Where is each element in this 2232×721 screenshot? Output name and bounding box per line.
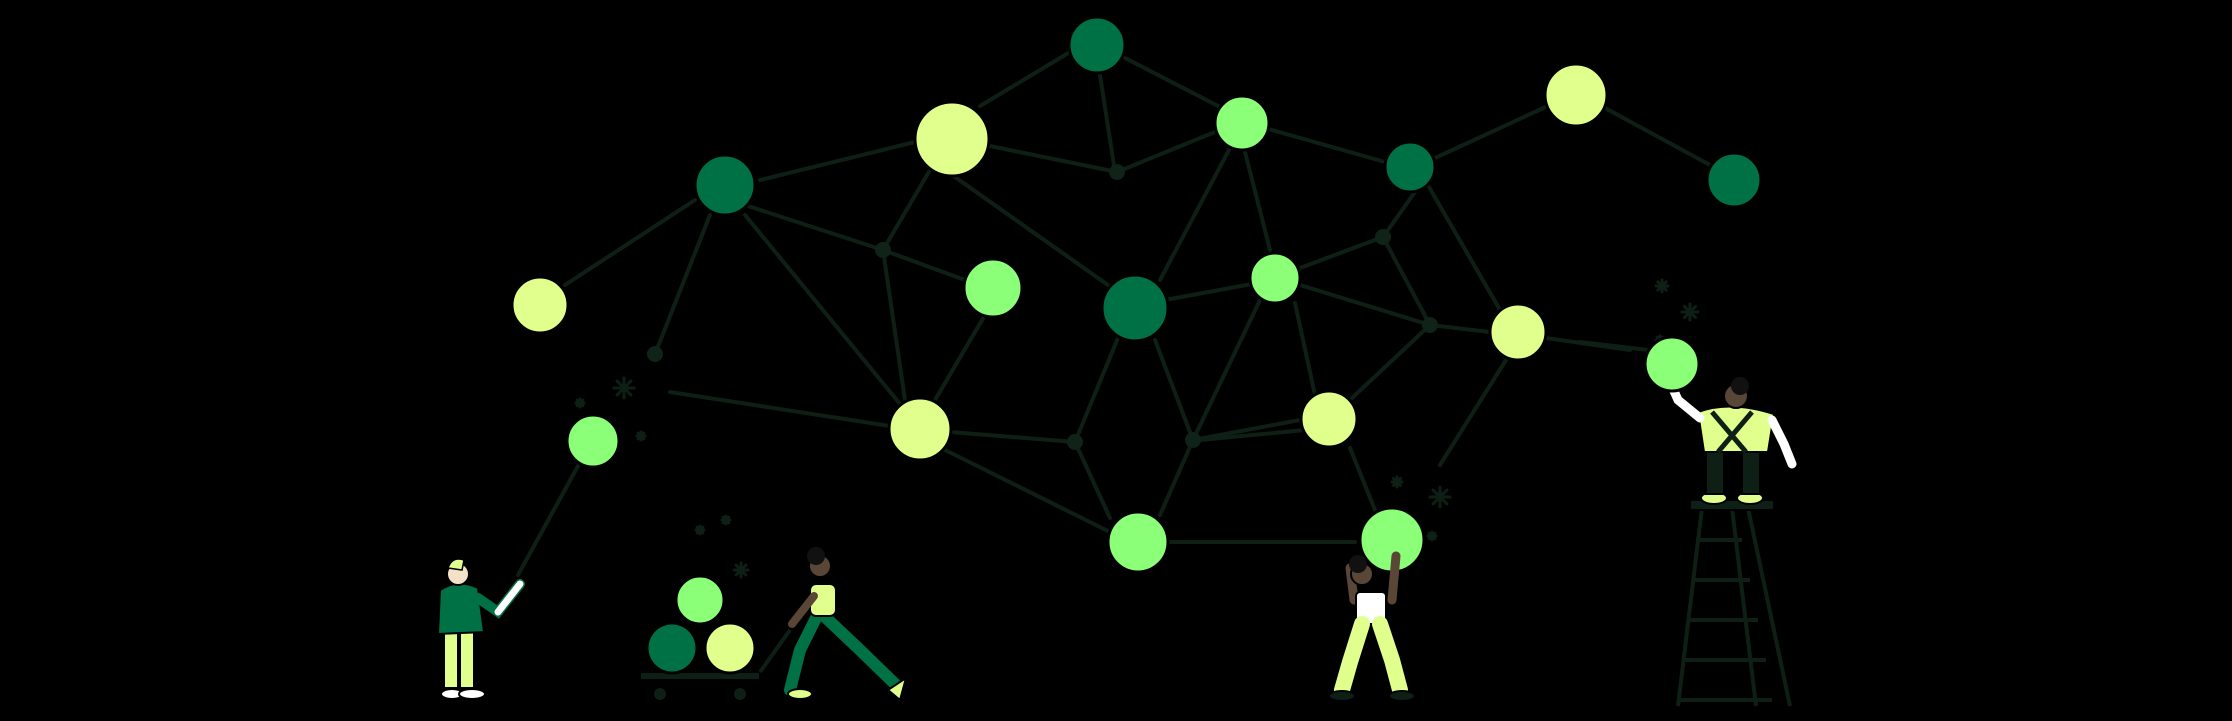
network-edge (1423, 178, 1502, 312)
sparkles (574, 278, 1700, 579)
network-node (1299, 389, 1359, 449)
network-edge (1298, 235, 1385, 270)
network-junction (1422, 317, 1438, 333)
network-edge (881, 248, 907, 402)
network-edge (1578, 340, 1650, 352)
network-edge (1115, 130, 1217, 174)
network-node (1106, 510, 1170, 574)
network-edge (743, 203, 885, 252)
sparkle-icon (720, 514, 732, 526)
network-edge (758, 140, 917, 182)
network-edge (516, 464, 580, 577)
network-junction (1067, 434, 1083, 450)
network-edge (1348, 446, 1377, 512)
sparkle-icon (1390, 475, 1404, 489)
network-edge (743, 213, 907, 412)
network-edge (1381, 183, 1422, 239)
network-edge (1293, 301, 1317, 397)
network-nodes (510, 15, 1763, 574)
network-junctions (647, 164, 1438, 450)
sparkle-icon (574, 397, 586, 409)
network-node (693, 153, 757, 217)
sparkle-icon (1654, 278, 1670, 294)
network-node (1067, 15, 1127, 75)
network-node (510, 275, 570, 335)
sparkle-icon (732, 561, 750, 579)
person-on-ladder-icon (1643, 335, 1797, 707)
network-edge (1243, 150, 1272, 252)
network-edge (1198, 428, 1307, 442)
network-edge (983, 143, 1119, 174)
sparkle-icon (694, 524, 706, 536)
network-edge (1191, 418, 1302, 442)
network-node (962, 257, 1024, 319)
network-junction (1375, 229, 1391, 245)
network-edge (1603, 106, 1712, 167)
network-edge (881, 248, 967, 282)
network-node (887, 396, 953, 462)
network-node (565, 413, 621, 469)
network-edge (943, 448, 1112, 534)
network-node (1705, 151, 1763, 209)
sparkle-icon (635, 430, 647, 442)
network-edge (1433, 103, 1552, 160)
network-edge (1158, 146, 1232, 282)
network-junction (875, 242, 891, 258)
network-edge (943, 168, 1117, 292)
person-lifting-node-icon (1328, 506, 1426, 702)
network-node (1100, 273, 1170, 343)
network-junction (647, 346, 663, 362)
sparkle-icon (1428, 485, 1452, 509)
network-edge (668, 390, 892, 428)
network-edge (1073, 440, 1112, 520)
network-edge (653, 213, 712, 356)
person-pointing-icon (436, 558, 525, 700)
network-edge (1350, 323, 1432, 400)
network-junction (1109, 164, 1125, 180)
network-edge (1298, 283, 1432, 327)
network-edge (1123, 56, 1224, 110)
network-edge (1158, 438, 1195, 517)
network-edge (1191, 298, 1262, 442)
network-edge (1153, 338, 1195, 442)
network-node (1383, 140, 1437, 194)
network-edge (948, 430, 1077, 444)
sparkle-icon (1426, 530, 1438, 542)
network-edge (1073, 336, 1120, 444)
network-junction (1185, 432, 1201, 448)
network-edge (933, 313, 987, 402)
network-edges (516, 50, 1712, 577)
network-edge (1381, 235, 1432, 327)
network-edge (881, 168, 932, 252)
network-node (1488, 302, 1548, 362)
network-edge (1428, 323, 1492, 334)
sparkle-icon (612, 376, 636, 400)
network-edge (563, 198, 697, 287)
network-edge (1163, 282, 1254, 302)
network-node (1248, 251, 1302, 305)
sparkle-icon (1680, 302, 1700, 322)
network-edge (1263, 126, 1387, 164)
network-node (913, 100, 991, 178)
network-node (1543, 62, 1609, 128)
network-node (1213, 94, 1271, 152)
network-edge (1438, 358, 1508, 467)
network-edge (978, 50, 1072, 108)
network-edge (1098, 73, 1117, 174)
person-pushing-cart-icon (639, 547, 908, 702)
